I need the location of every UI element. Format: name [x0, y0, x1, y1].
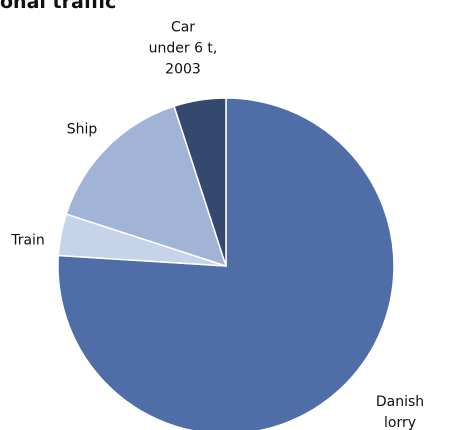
slice-label: Car under 6 t, 2003	[148, 19, 218, 78]
slice-label: Ship	[66, 121, 98, 138]
pie-slice	[65, 105, 228, 268]
pie-slice	[57, 97, 395, 430]
slice-label: Train	[11, 232, 45, 249]
slice-label: Danish lorry	[375, 394, 425, 430]
chart-title: onal traffic	[0, 0, 117, 13]
pie-slice	[173, 97, 227, 267]
